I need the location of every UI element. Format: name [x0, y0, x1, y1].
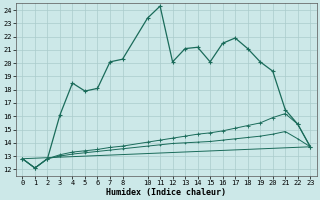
X-axis label: Humidex (Indice chaleur): Humidex (Indice chaleur) [106, 188, 226, 197]
